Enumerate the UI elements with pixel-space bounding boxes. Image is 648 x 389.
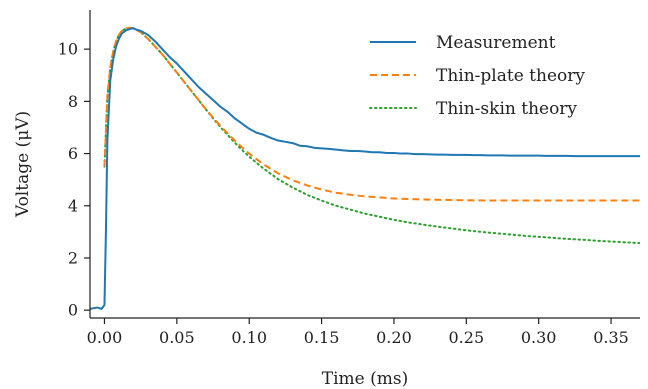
y-tick-label: 2 [68, 248, 78, 267]
legend-label: Measurement [436, 33, 556, 53]
series-line-2 [103, 26, 640, 245]
y-axis-title: Voltage (μV) [13, 111, 33, 218]
plot-series [90, 26, 640, 310]
legend: Measurement Thin-plate theory Thin-skin th… [369, 33, 585, 119]
x-tick-label: 0.25 [449, 328, 485, 347]
y-tick-label: 0 [68, 301, 78, 320]
y-tick-label: 6 [68, 144, 78, 163]
y-tick-label: 8 [68, 92, 78, 111]
x-tick-label: 0.35 [593, 328, 629, 347]
legend-label: Thin-skin theory [436, 99, 577, 119]
legend-label: Thin-plate theory [436, 66, 585, 86]
x-tick-label: 0.30 [521, 328, 557, 347]
x-tick-label: 0.10 [231, 328, 267, 347]
x-ticks: 0.00 0.05 0.10 0.15 0.20 0.25 0.30 0.35 [87, 318, 629, 347]
x-tick-label: 0.00 [87, 328, 123, 347]
series-line-0 [90, 27, 640, 310]
y-tick-label: 10 [58, 40, 78, 59]
x-tick-label: 0.15 [304, 328, 340, 347]
x-tick-label: 0.05 [159, 328, 195, 347]
x-tick-label: 0.20 [376, 328, 412, 347]
y-tick-label: 4 [68, 196, 78, 215]
x-axis-title: Time (ms) [322, 369, 408, 389]
y-ticks: 0 2 4 6 8 10 [58, 40, 90, 320]
